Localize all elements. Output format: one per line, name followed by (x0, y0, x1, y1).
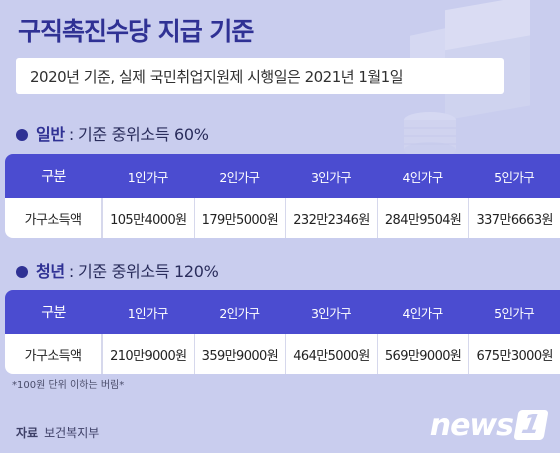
source-label: 자료 (16, 426, 39, 440)
bullet-dot-icon (16, 266, 28, 278)
table-header-cell: 3인가구 (310, 305, 352, 321)
logo-text: news (429, 407, 514, 443)
table-row: 가구소득액 105만4000원 179만5000원 232만2346원 284만… (5, 198, 560, 238)
table-cell: 675만3000원 (468, 334, 560, 374)
table-header-cell: 4인가구 (402, 305, 444, 321)
page-title: 구직촉진수당 지급 기준 (18, 17, 254, 46)
table-header-cell: 1인가구 (127, 305, 169, 321)
table-cell: 284만9504원 (376, 198, 469, 238)
table-header-row: 구분 1인가구 2인가구 3인가구 4인가구 5인가구 (5, 290, 560, 334)
table-header-cell: 5인가구 (494, 169, 535, 185)
logo-mark: 1 (513, 410, 549, 440)
table-cell: 179만5000원 (193, 198, 286, 238)
table-cell: 464만5000원 (285, 334, 377, 374)
table-cell: 359만9000원 (193, 334, 286, 374)
section-criterion: 기준 중위소득 120% (77, 262, 219, 281)
news1-logo: news 1 (429, 405, 549, 445)
table-header-row: 구분 1인가구 2인가구 3인가구 4인가구 5인가구 (5, 154, 560, 198)
table-cell: 337만6663원 (468, 198, 560, 238)
subtitle-box: 2020년 기준, 실제 국민취업지원제 시행일은 2021년 1월1일 (16, 58, 504, 94)
table-header-cell: 1인가구 (127, 169, 169, 185)
income-table-general: 구분 1인가구 2인가구 3인가구 4인가구 5인가구 가구소득액 105만40… (5, 154, 560, 238)
table-header-cell: 5인가구 (494, 305, 535, 321)
table-header-cell: 구분 (41, 305, 66, 321)
table-header-cell: 구분 (41, 169, 66, 185)
table-cell: 569만9000원 (376, 334, 469, 374)
source-value: 보건복지부 (44, 426, 100, 440)
section-heading-general: 일반: 기준 중위소득 60% (16, 121, 209, 145)
table-row-label: 가구소득액 (5, 198, 102, 238)
table-header-cell: 2인가구 (219, 169, 260, 185)
footnote: *100원 단위 이하는 버림* (12, 380, 125, 391)
table-row: 가구소득액 210만9000원 359만9000원 464만5000원 569만… (5, 334, 560, 374)
section-heading-youth: 청년: 기준 중위소득 120% (16, 258, 219, 282)
subtitle-text: 2020년 기준, 실제 국민취업지원제 시행일은 2021년 1월1일 (30, 67, 404, 86)
section-separator: : (68, 262, 74, 281)
table-row-label: 가구소득액 (5, 334, 102, 374)
table-header-cell: 2인가구 (219, 305, 260, 321)
table-cell: 210만9000원 (102, 334, 194, 374)
income-table-youth: 구분 1인가구 2인가구 3인가구 4인가구 5인가구 가구소득액 210만90… (5, 290, 560, 374)
source-credit: 자료 보건복지부 (16, 424, 99, 441)
bullet-dot-icon (16, 129, 28, 141)
table-cell: 232만2346원 (285, 198, 377, 238)
section-separator: : (68, 125, 74, 144)
table-header-cell: 3인가구 (310, 169, 352, 185)
table-header-cell: 4인가구 (402, 169, 444, 185)
section-name: 청년 (36, 262, 65, 281)
section-criterion: 기준 중위소득 60% (77, 125, 209, 144)
table-cell: 105만4000원 (102, 198, 194, 238)
section-name: 일반 (36, 125, 65, 144)
